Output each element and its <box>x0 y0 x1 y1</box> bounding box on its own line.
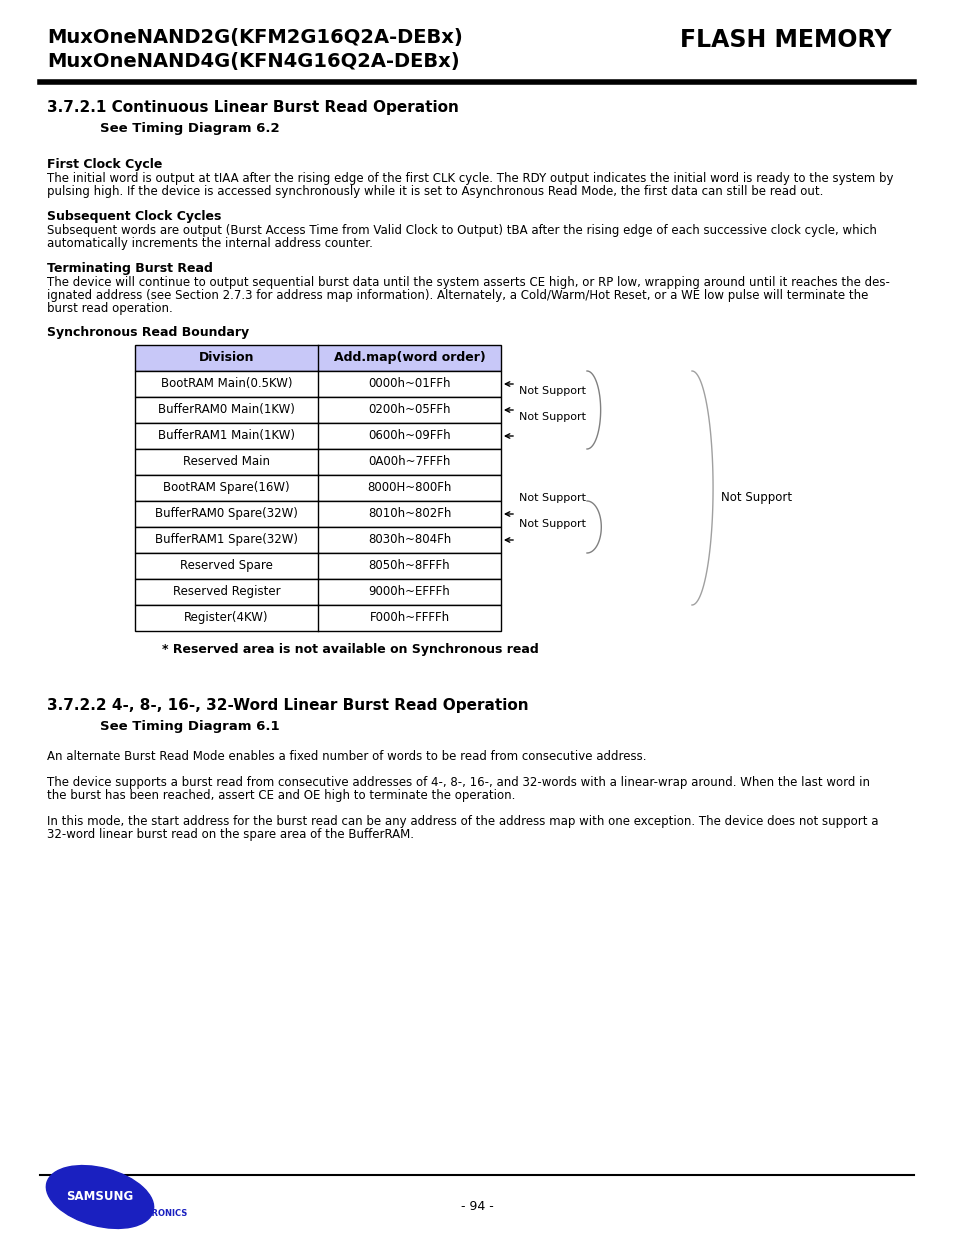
Text: 0200h~05FFh: 0200h~05FFh <box>368 403 450 416</box>
Text: burst read operation.: burst read operation. <box>47 303 172 315</box>
Text: Reserved Register: Reserved Register <box>172 585 280 598</box>
Text: Not Support: Not Support <box>518 412 585 422</box>
Bar <box>135 605 500 631</box>
Text: Add.map(word order): Add.map(word order) <box>334 351 485 364</box>
Text: FLASH MEMORY: FLASH MEMORY <box>679 28 891 52</box>
Text: SAMSUNG: SAMSUNG <box>67 1189 133 1203</box>
Text: 32-word linear burst read on the spare area of the BufferRAM.: 32-word linear burst read on the spare a… <box>47 827 414 841</box>
Text: * Reserved area is not available on Synchronous read: * Reserved area is not available on Sync… <box>161 643 537 656</box>
Text: ELECTRONICS: ELECTRONICS <box>123 1209 187 1218</box>
Bar <box>135 553 500 579</box>
Text: Terminating Burst Read: Terminating Burst Read <box>47 262 213 275</box>
Text: BootRAM Main(0.5KW): BootRAM Main(0.5KW) <box>161 377 292 390</box>
Bar <box>135 370 500 396</box>
Bar <box>135 579 500 605</box>
Bar <box>135 450 500 475</box>
Text: Division: Division <box>198 351 254 364</box>
Text: The device supports a burst read from consecutive addresses of 4-, 8-, 16-, and : The device supports a burst read from co… <box>47 776 869 789</box>
Text: An alternate Burst Read Mode enables a fixed number of words to be read from con: An alternate Burst Read Mode enables a f… <box>47 750 646 763</box>
Text: Not Support: Not Support <box>518 519 585 529</box>
Text: 8000H~800Fh: 8000H~800Fh <box>367 480 451 494</box>
Text: BufferRAM1 Spare(32W): BufferRAM1 Spare(32W) <box>154 534 297 546</box>
Text: Not Support: Not Support <box>518 387 585 396</box>
Text: First Clock Cycle: First Clock Cycle <box>47 158 162 170</box>
Bar <box>135 527 500 553</box>
Bar <box>135 501 500 527</box>
Text: Reserved Spare: Reserved Spare <box>180 559 273 572</box>
Text: BufferRAM1 Main(1KW): BufferRAM1 Main(1KW) <box>158 429 294 442</box>
Ellipse shape <box>47 1166 153 1229</box>
Text: See Timing Diagram 6.1: See Timing Diagram 6.1 <box>100 720 279 734</box>
Bar <box>135 424 500 450</box>
Text: Subsequent words are output (Burst Access Time from Valid Clock to Output) tBA a: Subsequent words are output (Burst Acces… <box>47 224 876 237</box>
Text: 0600h~09FFh: 0600h~09FFh <box>368 429 451 442</box>
Text: 0A00h~7FFFh: 0A00h~7FFFh <box>368 454 450 468</box>
Text: 3.7.2.2 4-, 8-, 16-, 32-Word Linear Burst Read Operation: 3.7.2.2 4-, 8-, 16-, 32-Word Linear Burs… <box>47 698 528 713</box>
Text: 8010h~802Fh: 8010h~802Fh <box>368 508 451 520</box>
Text: the burst has been reached, assert CE and OE high to terminate the operation.: the burst has been reached, assert CE an… <box>47 789 515 802</box>
Text: See Timing Diagram 6.2: See Timing Diagram 6.2 <box>100 122 279 135</box>
Text: 9000h~EFFFh: 9000h~EFFFh <box>368 585 450 598</box>
Text: MuxOneNAND4G(KFN4G16Q2A-DEBx): MuxOneNAND4G(KFN4G16Q2A-DEBx) <box>47 52 459 70</box>
Text: 3.7.2.1 Continuous Linear Burst Read Operation: 3.7.2.1 Continuous Linear Burst Read Ope… <box>47 100 458 115</box>
Bar <box>135 345 500 370</box>
Text: Subsequent Clock Cycles: Subsequent Clock Cycles <box>47 210 221 224</box>
Text: In this mode, the start address for the burst read can be any address of the add: In this mode, the start address for the … <box>47 815 878 827</box>
Text: Register(4KW): Register(4KW) <box>184 611 269 624</box>
Text: Synchronous Read Boundary: Synchronous Read Boundary <box>47 326 249 338</box>
Text: automatically increments the internal address counter.: automatically increments the internal ad… <box>47 237 373 249</box>
Text: BootRAM Spare(16W): BootRAM Spare(16W) <box>163 480 290 494</box>
Text: MuxOneNAND2G(KFM2G16Q2A-DEBx): MuxOneNAND2G(KFM2G16Q2A-DEBx) <box>47 28 462 47</box>
Text: Reserved Main: Reserved Main <box>183 454 270 468</box>
Text: BufferRAM0 Main(1KW): BufferRAM0 Main(1KW) <box>158 403 294 416</box>
Text: ignated address (see Section 2.7.3 for address map information). Alternately, a : ignated address (see Section 2.7.3 for a… <box>47 289 867 303</box>
Text: Not Support: Not Support <box>720 492 791 504</box>
Text: 8030h~804Fh: 8030h~804Fh <box>368 534 451 546</box>
Bar <box>135 475 500 501</box>
Text: Not Support: Not Support <box>518 493 585 503</box>
Text: pulsing high. If the device is accessed synchronously while it is set to Asynchr: pulsing high. If the device is accessed … <box>47 185 822 198</box>
Text: 8050h~8FFFh: 8050h~8FFFh <box>368 559 450 572</box>
Text: The device will continue to output sequential burst data until the system assert: The device will continue to output seque… <box>47 275 889 289</box>
Bar <box>135 396 500 424</box>
Text: - 94 -: - 94 - <box>460 1200 493 1213</box>
Text: BufferRAM0 Spare(32W): BufferRAM0 Spare(32W) <box>155 508 297 520</box>
Text: F000h~FFFFh: F000h~FFFFh <box>369 611 449 624</box>
Text: 0000h~01FFh: 0000h~01FFh <box>368 377 450 390</box>
Text: The initial word is output at tIAA after the rising edge of the first CLK cycle.: The initial word is output at tIAA after… <box>47 172 893 185</box>
